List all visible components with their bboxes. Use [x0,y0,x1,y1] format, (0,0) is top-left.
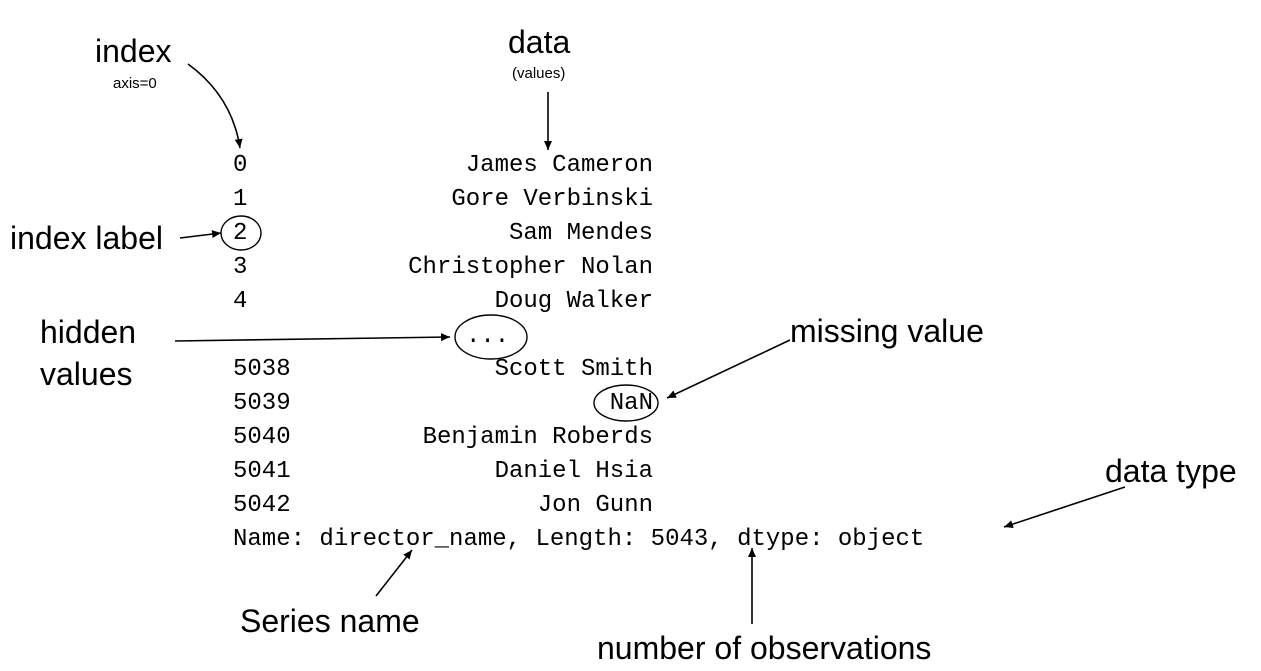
axis-note: axis=0 [113,75,157,92]
index-value-0: 0 [233,152,248,179]
data-type-arrow [1003,486,1126,528]
series-footer: Name: director_name, Length: 5043, dtype… [233,526,925,553]
index-value-5038: 5038 [233,356,291,383]
number-of-observations-annotation: number of observations [597,630,932,666]
series-value-5038: Scott Smith [494,356,653,383]
index-label-arrow [179,230,222,239]
series-name-annotation: Series name [240,603,420,639]
index-value-3: 3 [233,254,248,281]
series-value-5040: Benjamin Roberds [422,424,653,451]
data-annotation: data [508,24,571,60]
index-value-2: 2 [233,220,248,247]
missing-value-annotation: missing value [790,313,984,349]
series-value-0: James Cameron [465,152,653,179]
ellipsis-hidden-values: ... [466,323,510,350]
index-value-5040: 5040 [233,424,291,451]
index-annotation: index [95,33,172,69]
index-value-5041: 5041 [233,458,291,485]
series-value-1: Gore Verbinski [451,186,653,213]
series-value-5041: Daniel Hsia [494,458,653,485]
series-value-2: Sam Mendes [508,220,653,247]
series-value-5042: Jon Gunn [537,492,653,519]
series-value-4: Doug Walker [494,288,653,315]
values-note: (values) [512,65,566,82]
hidden-values-annotation-line2: values [40,356,133,392]
index-value-1: 1 [233,186,248,213]
missing-value-arrow [666,339,791,399]
index-value-5042: 5042 [233,492,291,519]
index-arrow [187,63,243,149]
hidden-values-annotation-line1: hidden [40,314,137,350]
hidden-values-arrow [174,333,451,342]
series-value-3: Christopher Nolan [408,254,653,281]
series-name-arrow [375,549,413,597]
index-value-4: 4 [233,288,248,315]
series-value-5039-nan: NaN [609,390,653,417]
data-type-annotation: data type [1105,453,1237,489]
index-value-5039: 5039 [233,390,291,417]
index-label-annotation: index label [10,220,163,256]
